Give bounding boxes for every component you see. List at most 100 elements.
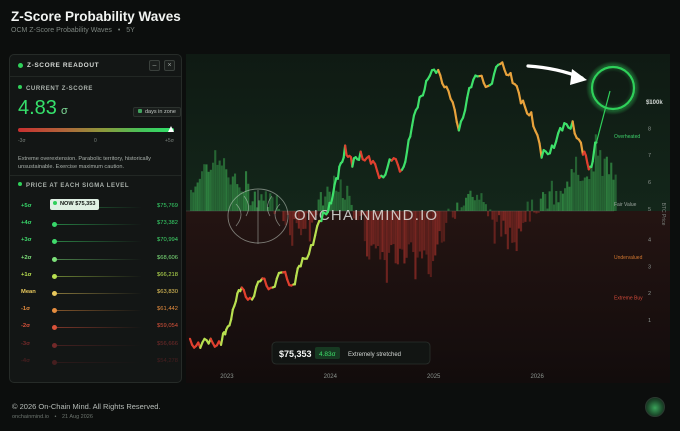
price-line-segment — [299, 256, 304, 268]
price-line-segment — [409, 124, 414, 138]
sigma-level-name: +4σ — [21, 220, 32, 227]
zone-label-undervalued: Undervalued — [614, 255, 643, 261]
price-line-segment — [320, 211, 325, 223]
sigma-level-name: Mean — [21, 289, 36, 295]
negative-wave-bar — [522, 211, 525, 223]
positive-wave-bar — [546, 208, 549, 211]
sigma-level-dot — [52, 222, 57, 228]
sigma-levels-label: PRICE AT EACH SIGMA LEVEL — [18, 182, 129, 189]
now-price-label: NOW $75,353 — [60, 201, 96, 207]
positive-wave-bar — [269, 193, 272, 211]
negative-wave-bar — [273, 211, 276, 214]
positive-wave-bar — [238, 187, 241, 211]
negative-wave-bar — [295, 211, 298, 224]
positive-wave-bar — [542, 192, 545, 211]
positive-wave-bar — [456, 202, 459, 211]
negative-wave-bar — [407, 211, 410, 245]
negative-wave-bar — [403, 211, 406, 264]
price-line-segment — [374, 162, 379, 173]
positive-wave-bar — [489, 209, 492, 211]
negative-wave-bar — [493, 211, 496, 244]
footer-site-link[interactable]: onchainmind.io — [12, 414, 49, 420]
sigma-level-row: +4σ $73,382 — [18, 218, 178, 230]
panel-divider — [10, 175, 181, 176]
price-line-segment — [331, 183, 336, 196]
sigma-level-price: $66,218 — [157, 271, 178, 278]
timeframe-label[interactable]: 5Y — [126, 27, 135, 34]
positive-wave-bar — [330, 203, 333, 211]
positive-wave-bar — [190, 189, 193, 211]
positive-wave-bar — [614, 174, 617, 211]
positive-wave-bar — [220, 165, 223, 211]
positive-wave-bar — [564, 188, 567, 211]
sigma-level-line — [52, 361, 142, 363]
negative-wave-bar — [513, 211, 516, 243]
positive-wave-bar — [473, 200, 476, 211]
zscore-chart[interactable]: ONCHAINMIND.IO Overheated Fair Value Underv… — [186, 54, 670, 383]
price-line-segment — [490, 73, 496, 85]
negative-wave-bar — [297, 211, 300, 229]
negative-wave-bar — [443, 211, 446, 242]
x-tick-label: 2025 — [427, 374, 441, 380]
sigma-level-line — [52, 258, 142, 260]
positive-wave-bar — [253, 191, 256, 211]
positive-wave-bar — [476, 194, 479, 211]
negative-wave-bar — [357, 211, 360, 221]
sigma-level-price: $73,382 — [157, 220, 178, 227]
price-line-segment — [411, 114, 416, 127]
positive-wave-bar — [561, 193, 564, 211]
negative-wave-bar — [399, 211, 402, 249]
positive-wave-bar — [603, 158, 606, 211]
close-button[interactable]: × — [164, 60, 175, 71]
positive-wave-bar — [590, 166, 593, 211]
positive-wave-bar — [225, 169, 228, 211]
positive-wave-bar — [467, 193, 470, 211]
price-line-segment — [253, 285, 258, 298]
sigma-level-row: +5σ NOW $75,353 $75,769 — [18, 199, 178, 213]
sigma-level-dot — [52, 291, 57, 296]
positive-wave-bar — [346, 185, 349, 211]
price-tooltip: $75,353 4.83σ Extremely stretched — [271, 341, 431, 365]
price-line-segment — [263, 277, 268, 287]
negative-wave-bar — [414, 211, 417, 280]
price-line-segment — [536, 134, 541, 145]
scale-min-label: -3σ — [18, 138, 26, 144]
sigma-level-name: +3σ — [21, 237, 32, 244]
price-line-segment — [326, 201, 331, 213]
arrow-head-icon — [570, 69, 587, 85]
y-tick-label: 5 — [648, 207, 651, 213]
price-line-segment — [307, 244, 313, 256]
sigma-level-line — [52, 275, 142, 277]
positive-wave-bar — [469, 190, 472, 211]
positive-wave-bar — [557, 202, 560, 211]
price-line-segment — [293, 274, 298, 286]
sigma-level-price: $59,054 — [157, 323, 178, 330]
positive-wave-bar — [462, 205, 465, 211]
positive-wave-bar — [249, 205, 252, 211]
price-line-segment — [517, 91, 523, 105]
y-tick-label: 8 — [648, 126, 651, 132]
positive-wave-bar — [223, 158, 226, 211]
positive-wave-bar — [608, 174, 611, 211]
negative-wave-bar — [520, 211, 523, 232]
indicator-name: OCM Z-Score Probability Waves — [11, 27, 112, 34]
x-tick-label: 2026 — [530, 374, 544, 380]
negative-wave-bar — [355, 211, 358, 220]
sigma-level-name: -4σ — [21, 357, 31, 364]
negative-wave-bar — [392, 211, 395, 245]
brain-watermark-icon — [227, 188, 289, 244]
positive-wave-bar — [579, 181, 582, 211]
positive-wave-bar — [205, 164, 208, 211]
positive-wave-bar — [583, 177, 586, 211]
minimize-button[interactable]: – — [149, 60, 160, 71]
positive-wave-bar — [267, 206, 270, 211]
positive-wave-bar — [460, 207, 463, 211]
negative-wave-bar — [517, 211, 520, 229]
negative-wave-bar — [315, 211, 318, 216]
positive-wave-bar — [599, 150, 602, 211]
positive-wave-bar — [194, 186, 197, 211]
sigma-level-dot — [52, 273, 57, 279]
price-line-segment — [515, 85, 520, 94]
positive-wave-bar — [251, 201, 254, 211]
positive-wave-bar — [458, 210, 461, 211]
